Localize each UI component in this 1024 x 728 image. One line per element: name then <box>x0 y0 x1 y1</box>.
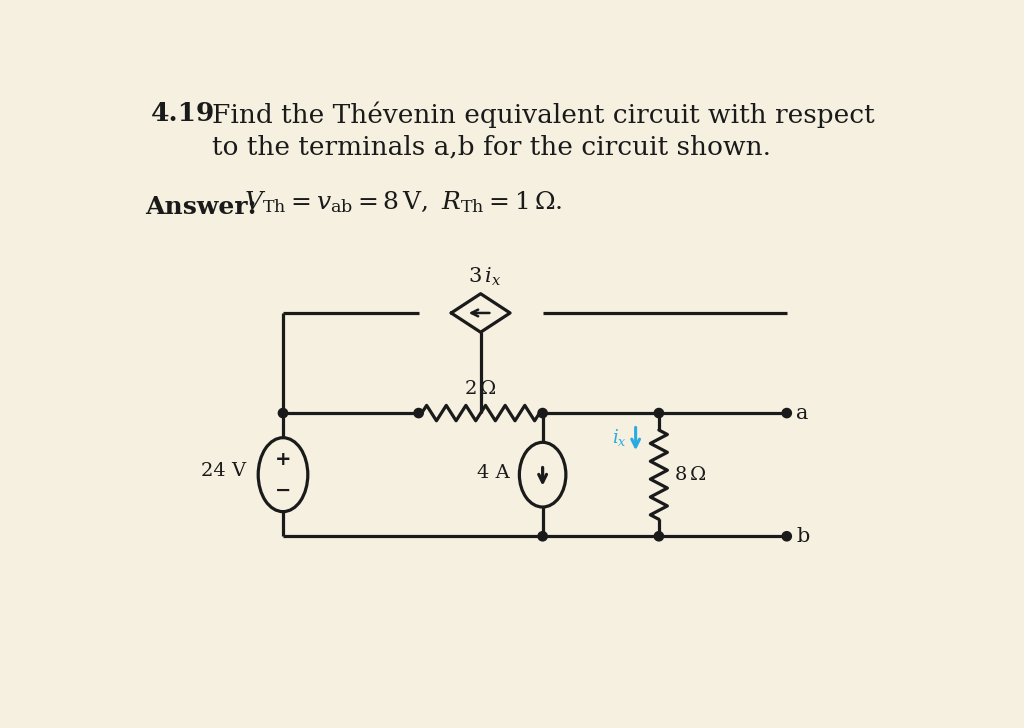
Ellipse shape <box>519 443 566 507</box>
Text: $2\,\Omega$: $2\,\Omega$ <box>464 379 497 397</box>
Circle shape <box>654 408 664 418</box>
Text: b: b <box>796 527 809 546</box>
Text: $i_x$: $i_x$ <box>611 427 627 448</box>
Text: $8\,\Omega$: $8\,\Omega$ <box>675 465 707 484</box>
Circle shape <box>782 408 792 418</box>
Text: Answer:: Answer: <box>145 195 257 219</box>
Text: to the terminals a,b for the circuit shown.: to the terminals a,b for the circuit sho… <box>212 135 771 159</box>
Text: a: a <box>796 403 808 422</box>
Circle shape <box>538 531 547 541</box>
Text: Find the Thévenin equivalent circuit with respect: Find the Thévenin equivalent circuit wit… <box>212 101 874 127</box>
Circle shape <box>414 408 423 418</box>
Circle shape <box>279 408 288 418</box>
Text: $3\,i_x$: $3\,i_x$ <box>468 266 501 288</box>
Text: −: − <box>274 480 291 499</box>
Text: 24 V: 24 V <box>202 462 247 480</box>
Text: +: + <box>274 450 291 469</box>
Circle shape <box>654 531 664 541</box>
Ellipse shape <box>258 438 308 512</box>
Text: $V_{\rm Th} = v_{\rm ab} = 8\,{\rm V},\ R_{\rm Th} = 1\,\Omega.$: $V_{\rm Th} = v_{\rm ab} = 8\,{\rm V},\ … <box>245 189 563 215</box>
Text: 4.19: 4.19 <box>152 101 215 126</box>
Text: 4 A: 4 A <box>477 464 510 482</box>
Circle shape <box>782 531 792 541</box>
Circle shape <box>538 408 547 418</box>
Polygon shape <box>452 293 510 332</box>
